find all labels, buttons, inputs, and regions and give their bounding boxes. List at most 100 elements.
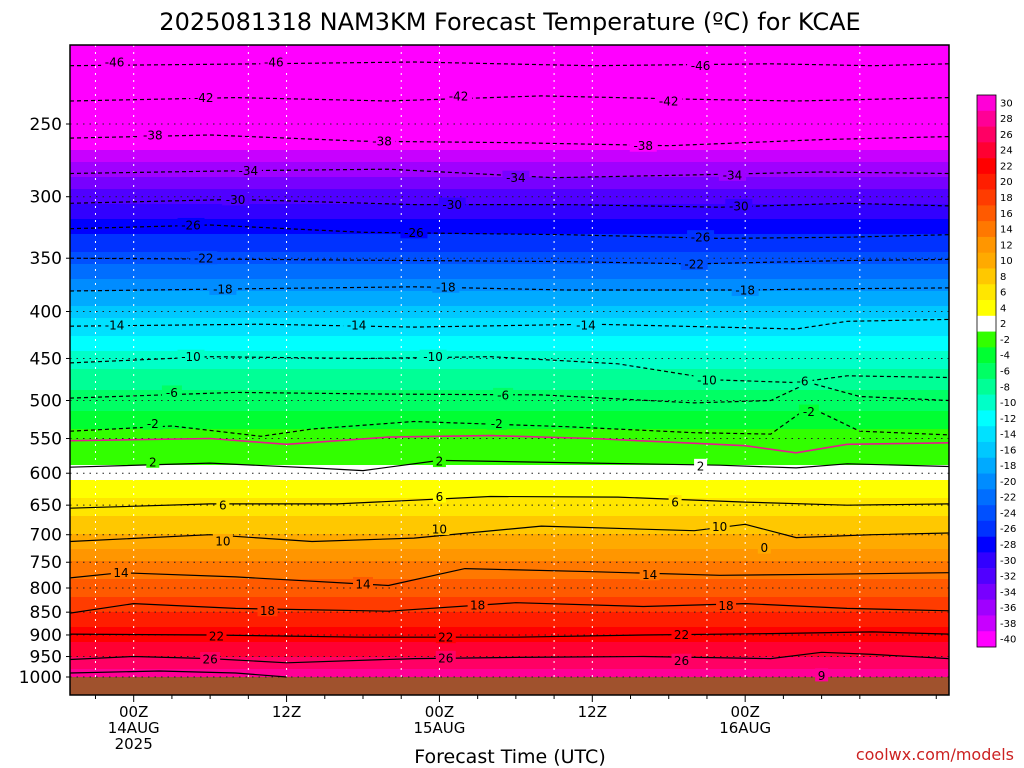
temperature-band [70,606,949,610]
temperature-band [70,330,949,334]
colorbar-swatch [977,331,996,348]
contour-label-bg [190,251,218,265]
contour-label-bg [177,349,205,363]
colorbar-label: -8 [1000,382,1010,393]
contour-label: -18 [213,282,233,296]
contour-label-bg [432,279,460,293]
contour-label: -46 [691,59,711,73]
contour-label-bg [815,668,829,682]
contour-label-bg [798,404,819,418]
temperature-band [70,312,949,316]
colorbar-label: 20 [1000,177,1013,188]
contour-line [70,406,949,437]
y-tick-label: 600 [30,464,62,484]
temperature-band [70,159,949,163]
temperature-band [70,486,949,490]
temperature-band [70,603,949,607]
temperature-band [70,450,949,454]
contour-label: -18 [735,283,755,297]
x-axis-title: Forecast Time (UTC) [414,746,605,768]
contour-label-bg [200,652,221,666]
temperature-band [70,228,949,232]
x-tick-label: 00Z [730,703,759,721]
contour-label-bg [435,650,456,664]
contour-label: -14 [105,319,125,333]
temperature-band [70,147,949,151]
temperature-band [70,633,949,637]
temperature-band [70,84,949,88]
contour-label: -46 [264,55,284,69]
contour-label: -42 [449,89,469,103]
temperature-band [70,519,949,523]
contour-label: 18 [260,604,275,618]
colorbar-label: -36 [1000,603,1016,614]
colorbar-swatch [977,583,996,600]
y-tick-label: 800 [30,579,62,599]
temperature-band [70,234,949,238]
contour-label-bg [445,88,473,102]
temperature-band [70,135,949,139]
temperature-band [70,360,949,364]
y-tick-label: 700 [30,526,62,546]
temperature-band [70,432,949,436]
contour-label: -26 [181,218,201,232]
temperature-band [70,273,949,277]
contour-label: 22 [674,628,689,642]
colorbar-swatch [977,615,996,632]
temperature-band [70,345,949,349]
colorbar-swatch [977,378,996,395]
temperature-band [70,459,949,463]
temperature-band [70,534,949,538]
contour-label-bg [693,373,721,387]
colorbar-label: 24 [1000,146,1013,157]
colorbar-swatch [977,631,996,648]
temperature-band [70,60,949,64]
contour-label: -42 [659,95,679,109]
colorbar-label: 10 [1000,256,1013,267]
temperature-band [70,468,949,472]
contour-label-bg [502,170,530,184]
temperature-band [70,57,949,61]
y-tick-label: 350 [30,249,62,269]
temperature-band [70,237,949,241]
temperature-band [70,363,949,367]
temperature-band [70,588,949,592]
contour-label-bg [694,458,708,472]
temperature-band [70,222,949,226]
temperature-band [70,585,949,589]
contour-label: 10 [712,520,727,534]
temperature-band [70,141,949,145]
contour-label: -34 [239,164,259,178]
colorbar-swatch [977,95,996,112]
contour-lines: -50 -50 -50-46 -46 -46-42 -42 -42-38 -38 -38-34-… [70,54,949,683]
colorbar-swatch [977,205,996,222]
temperature-band [70,96,949,100]
contour-line [70,286,949,292]
colorbar-label: 22 [1000,161,1013,172]
temperature-band [70,195,949,199]
y-tick-label: 850 [30,603,62,623]
temperature-band [70,573,949,577]
colorbar-label: -4 [1000,351,1010,362]
temperature-band [70,636,949,640]
colorbar-swatch [977,126,996,143]
contour-label-bg [493,387,514,401]
contour-label-bg [110,565,131,579]
contour-label: -34 [723,168,743,182]
contour-line [70,567,949,587]
temperature-band [70,282,949,286]
colorbar-label: 28 [1000,114,1013,125]
colorbar-label: -20 [1000,477,1016,488]
temperature-band [70,651,949,655]
contour-label: 26 [438,651,453,665]
temperature-band [70,342,949,346]
temperature-band [70,87,949,91]
contour-label-bg [687,230,715,244]
temperature-band [70,264,949,268]
contour-label: -10 [181,350,201,364]
temperature-band [70,249,949,253]
colorbar-swatch [977,300,996,317]
contour-label: -10 [423,350,443,364]
temperature-band [70,576,949,580]
contour-label-bg [419,349,447,363]
